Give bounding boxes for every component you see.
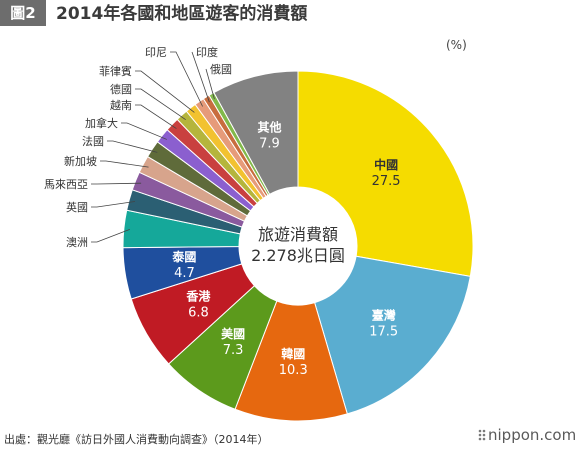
center-label: 旅遊消費額 2.278兆日圓	[251, 225, 345, 265]
logo-text: nippon.com	[488, 426, 577, 444]
leader-line	[135, 70, 195, 113]
leader-line	[170, 51, 203, 107]
slice-name-label: 馬來西亞	[44, 178, 88, 191]
slice-value-label: 27.5	[372, 174, 401, 189]
slice-name-label: 菲律賓	[99, 64, 132, 78]
slice-name-label: 印度	[196, 45, 218, 59]
slice-name-label: 俄國	[210, 63, 232, 76]
slice-name-label: 越南	[110, 98, 132, 112]
logo-dots-icon	[478, 429, 486, 441]
slice-labels: 中國 27.5 臺灣 17.5 韓國 10.3 美國 7.3 香港 6.8 泰國 4.7 澳洲 英國 馬來西…	[44, 45, 401, 378]
figure-badge: 圖2	[0, 0, 46, 26]
slice-value-label: 17.5	[369, 325, 398, 340]
leader-line	[91, 229, 130, 243]
slice-name-label: 美國	[221, 326, 245, 341]
chart-header: 圖2 2014年各國和地區遊客的消費額	[0, 0, 584, 28]
leader-line	[135, 104, 177, 129]
donut-hole	[239, 187, 357, 305]
slice-value-label: 6.8	[188, 306, 209, 321]
leader-line	[100, 160, 149, 168]
slice-name-label: 法國	[82, 134, 104, 148]
slice-name-label: 澳洲	[66, 236, 88, 249]
slice-name-label: 泰國	[171, 249, 196, 264]
slice-name-label: 其他	[257, 120, 281, 135]
slice-name-label: 香港	[185, 289, 211, 304]
leader-line	[191, 51, 210, 103]
slice-name-label: 加拿大	[85, 116, 118, 130]
slice-name-label: 德國	[110, 82, 132, 96]
slice-value-label: 7.9	[259, 137, 280, 152]
leader-line	[205, 68, 215, 100]
slice-name-label: 英國	[66, 200, 88, 214]
source-note: 出處：觀光廳《訪日外國人消費動向調查》（2014年）	[4, 433, 269, 446]
leader-line	[135, 88, 186, 121]
slice-name-label: 中國	[374, 157, 398, 172]
slice-value-label: 7.3	[223, 343, 244, 358]
slice-value-label: 4.7	[174, 266, 195, 281]
slice-name-label: 印尼	[145, 46, 167, 59]
slice-name-label: 新加坡	[64, 154, 97, 168]
leader-lines	[91, 51, 215, 243]
leader-line	[91, 201, 136, 208]
slice-value-label: 10.3	[279, 363, 308, 378]
center-label-line1: 旅遊消費額	[258, 225, 338, 244]
unit-label: (%)	[446, 38, 467, 52]
leader-line	[107, 140, 158, 153]
leader-line	[91, 182, 142, 185]
leader-line	[121, 122, 167, 140]
center-label-line2: 2.278兆日圓	[251, 246, 345, 265]
nippon-logo[interactable]: nippon.com	[478, 426, 576, 444]
chart-title: 2014年各國和地區遊客的消費額	[56, 4, 308, 24]
slice-name-label: 韓國	[281, 346, 305, 361]
slice-name-label: 臺灣	[372, 308, 396, 323]
